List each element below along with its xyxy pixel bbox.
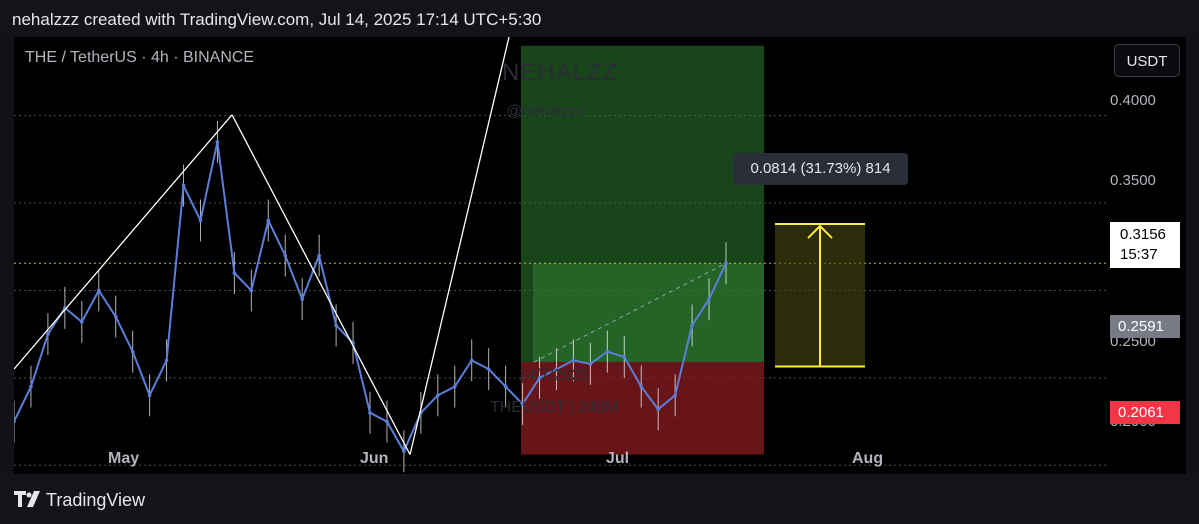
price-point xyxy=(724,261,728,265)
price-point xyxy=(164,358,169,363)
price-point xyxy=(436,393,440,398)
price-point xyxy=(334,323,338,328)
price-point xyxy=(215,140,220,144)
price-point xyxy=(198,218,203,223)
price-point xyxy=(96,288,101,293)
price-point xyxy=(537,376,542,380)
footer-bar: TradingView xyxy=(0,474,1199,524)
price-point xyxy=(486,367,491,371)
loss-zone xyxy=(521,361,764,455)
entry-price-badge: 0.2591 xyxy=(1110,315,1180,338)
price-point xyxy=(368,411,372,415)
price-point xyxy=(232,271,237,275)
chart-area[interactable]: NEHALZZ @nehalzzz 14/7/2025 THEUSDT | 24… xyxy=(14,37,1186,474)
price-point xyxy=(588,362,593,366)
price-point xyxy=(385,419,389,424)
current-price-badge: 0.3156 15:37 xyxy=(1110,222,1180,268)
price-point xyxy=(29,384,33,389)
price-point xyxy=(520,402,525,406)
time-tick: Aug xyxy=(852,450,884,467)
measure-arrowhead xyxy=(807,224,833,239)
time-tick: May xyxy=(108,450,140,467)
price-point xyxy=(571,358,576,363)
price-point xyxy=(181,183,186,188)
price-point xyxy=(402,449,406,454)
bar-countdown: 15:37 xyxy=(1120,246,1158,263)
price-tick: 0.4000 xyxy=(1110,92,1156,109)
price-point xyxy=(452,384,457,389)
price-point xyxy=(300,297,304,302)
tradingview-logo-icon xyxy=(14,491,40,507)
price-point xyxy=(80,320,84,324)
profit-zone-filled xyxy=(533,263,764,362)
watermark-pair: THEUSDT | 240M xyxy=(490,399,619,416)
trend-line xyxy=(409,37,510,455)
stop-price-badge: 0.2061 xyxy=(1110,401,1180,424)
projection-line xyxy=(533,262,727,363)
price-point xyxy=(14,419,16,424)
price-point xyxy=(130,349,135,354)
attribution-text: nehalzzz created with TradingView.com, J… xyxy=(12,10,542,29)
currency-button[interactable]: USDT xyxy=(1114,44,1180,77)
price-point xyxy=(656,407,660,412)
price-point xyxy=(147,393,152,398)
price-point xyxy=(622,355,627,359)
price-point xyxy=(46,332,50,336)
price-point xyxy=(503,384,508,389)
time-tick: Jul xyxy=(606,450,630,467)
price-point xyxy=(673,393,677,398)
price-point xyxy=(605,349,610,354)
current-price: 0.3156 xyxy=(1120,226,1166,243)
price-point xyxy=(639,384,644,389)
watermark-name: NEHALZZ xyxy=(502,59,619,86)
price-point xyxy=(690,323,694,328)
attribution-bar: nehalzzz created with TradingView.com, J… xyxy=(0,0,1199,37)
price-point xyxy=(469,358,474,363)
price-point xyxy=(554,367,559,371)
footer-brand[interactable]: TradingView xyxy=(46,490,146,510)
time-tick: Jun xyxy=(360,450,389,467)
price-point xyxy=(249,288,254,293)
watermark-handle: @nehalzzz xyxy=(506,103,586,120)
price-point xyxy=(317,253,321,258)
symbol-info[interactable]: THE / TetherUS · 4h · BINANCE xyxy=(25,49,255,66)
price-tick: 0.3500 xyxy=(1110,172,1156,189)
price-point xyxy=(707,297,711,302)
price-point xyxy=(113,314,118,319)
watermark-date: 14/7/2025 xyxy=(518,367,590,384)
price-point xyxy=(266,218,271,223)
trend-line xyxy=(14,114,233,370)
price-point xyxy=(283,253,288,258)
price-chart[interactable] xyxy=(14,37,1186,474)
trend-line xyxy=(231,114,411,455)
measure-tooltip: 0.0814 (31.73%) 814 xyxy=(733,153,908,185)
